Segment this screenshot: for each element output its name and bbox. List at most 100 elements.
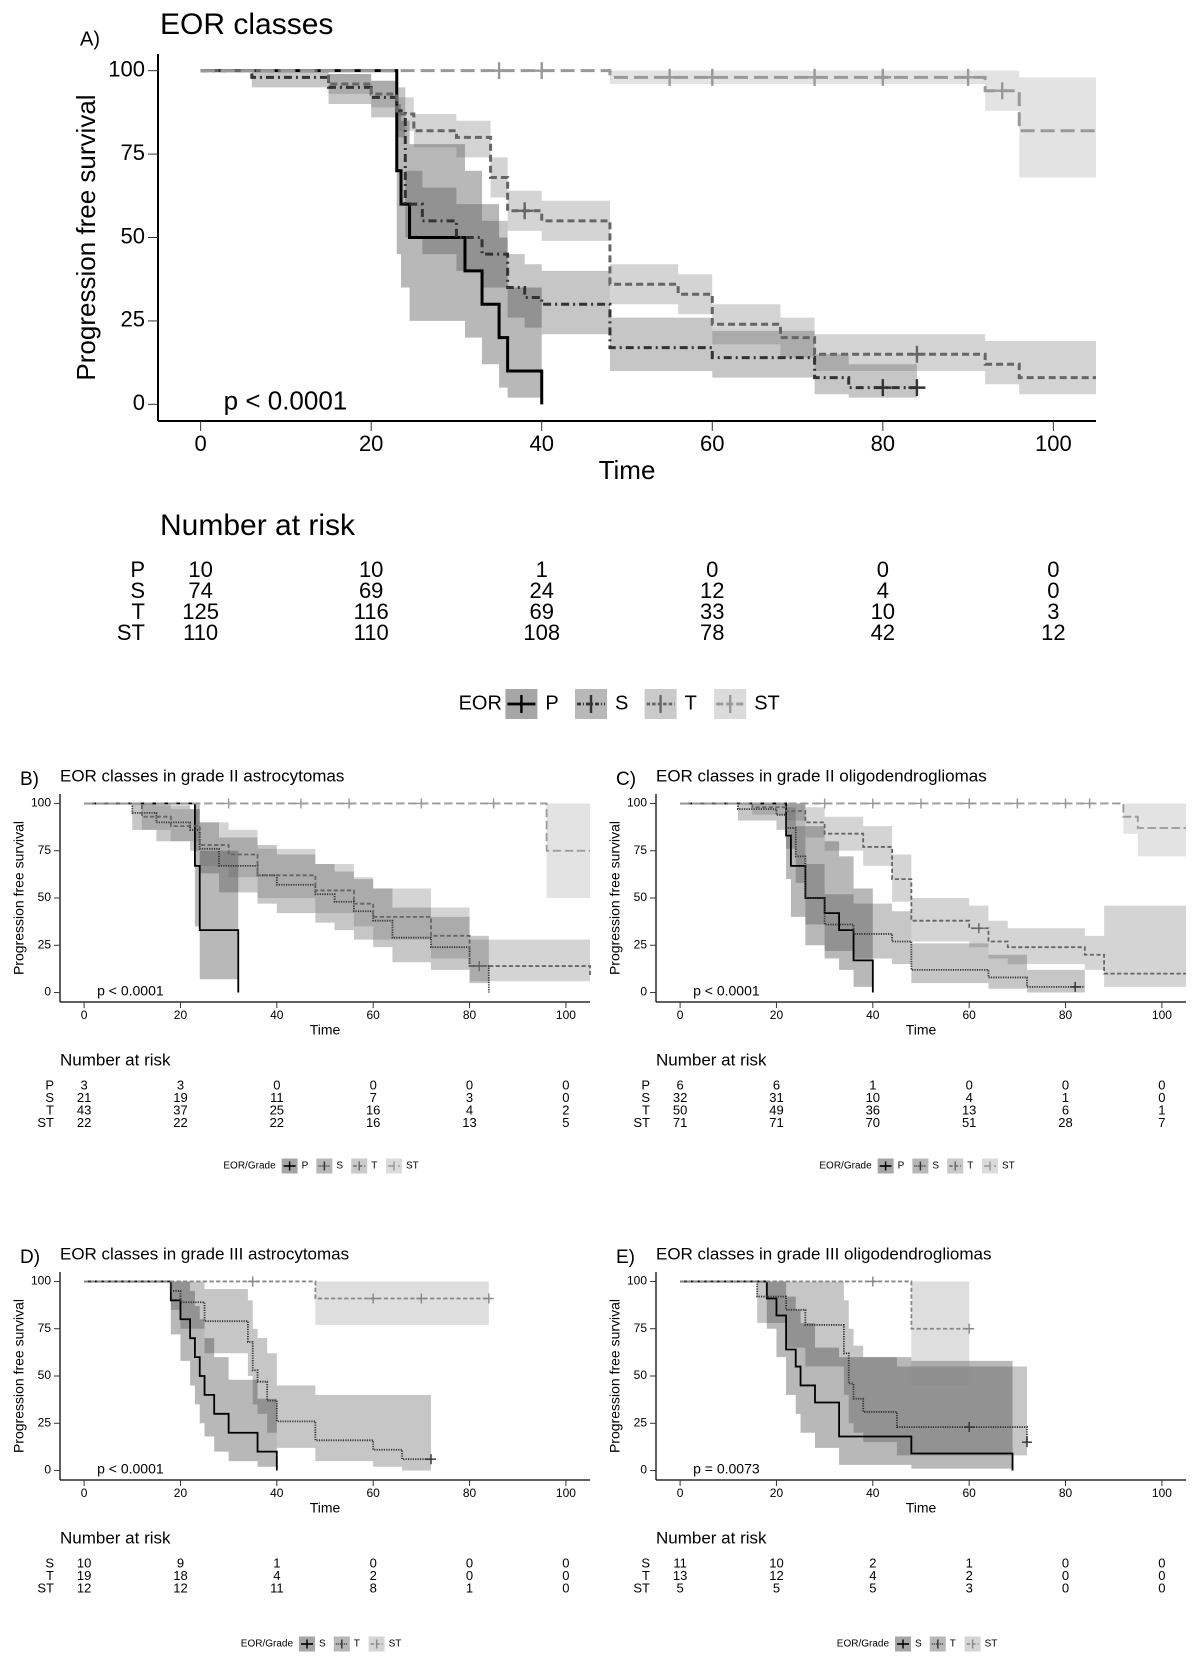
survival-curve [680, 1280, 1014, 1471]
risk-count: 10 [769, 1555, 783, 1570]
x-tick-label: 40 [270, 1008, 284, 1022]
risk-count: 5 [869, 1580, 876, 1595]
x-axis-label: Time [599, 455, 656, 485]
risk-count: 51 [962, 1115, 976, 1130]
risk-count: 3 [966, 1580, 973, 1595]
censor-mark [1084, 798, 1095, 809]
confidence-band [84, 1281, 431, 1471]
confidence-band [680, 803, 873, 993]
y-tick-label: 0 [44, 985, 51, 999]
y-tick-label: 25 [634, 937, 648, 951]
risk-count: 10 [871, 599, 895, 624]
x-tick-label: 20 [174, 1008, 188, 1022]
y-tick-label: 50 [634, 890, 648, 904]
legend-label: T [354, 1639, 360, 1650]
confidence-band [200, 70, 917, 398]
censor-mark [973, 923, 984, 934]
risk-count: 70 [866, 1115, 880, 1130]
censor-mark [661, 68, 679, 86]
legend-title: EOR/Grade [223, 1161, 276, 1172]
risk-count: 18 [173, 1568, 187, 1583]
confidence-band [200, 70, 1097, 178]
y-tick-label: 0 [44, 1463, 51, 1477]
risk-row-label: S [45, 1090, 54, 1105]
risk-count: 0 [466, 1555, 473, 1570]
risk-count: 25 [270, 1102, 284, 1117]
risk-count: 3 [80, 1077, 87, 1092]
x-tick-label: 20 [174, 1486, 188, 1500]
legend-label: ST [389, 1639, 402, 1650]
risk-count: 36 [866, 1102, 880, 1117]
legend-label: S [615, 692, 628, 714]
survival-curve [200, 69, 544, 405]
risk-count: 0 [1158, 1568, 1165, 1583]
risk-count: 6 [676, 1077, 683, 1092]
risk-count: 71 [673, 1115, 687, 1130]
legend-label: ST [1002, 1161, 1015, 1172]
risk-count: 11 [270, 1580, 284, 1595]
risk-count: 12 [77, 1580, 91, 1595]
risk-count: 0 [1062, 1568, 1069, 1583]
risk-count: 0 [273, 1077, 280, 1092]
risk-count: 1 [869, 1077, 876, 1092]
censor-mark [1060, 798, 1071, 809]
risk-row-label: S [45, 1555, 54, 1570]
panel-label: A) [80, 28, 100, 50]
censor-mark [867, 798, 878, 809]
risk-count: 28 [1058, 1115, 1072, 1130]
chart-title: EOR classes [160, 8, 333, 41]
legend-label: ST [985, 1639, 998, 1650]
panel-label: C) [616, 769, 636, 790]
legend-label: P [898, 1161, 905, 1172]
survival-curve [84, 1280, 431, 1461]
censor-mark [1070, 981, 1081, 992]
risk-row-label: ST [37, 1115, 54, 1130]
risk-count: 125 [182, 599, 219, 624]
risk-row-label: T [46, 1568, 54, 1583]
censor-mark [223, 798, 234, 809]
legend-label: T [685, 692, 697, 714]
risk-count: 13 [462, 1115, 476, 1130]
chart-title: EOR classes in grade II astrocytomas [60, 766, 344, 785]
x-tick-label: 60 [700, 431, 724, 456]
risk-count: 32 [673, 1090, 687, 1105]
panel: E) EOR classes in grade III oligodendrogl… [607, 1244, 1186, 1652]
risk-count: 4 [966, 1090, 973, 1105]
panel-label: D) [20, 1247, 40, 1268]
y-axis-label: Progression free survival [11, 821, 27, 975]
risk-count: 12 [700, 578, 724, 603]
censor-mark [295, 798, 306, 809]
risk-count: 0 [1047, 557, 1059, 582]
risk-count: 108 [523, 620, 560, 645]
y-tick-label: 50 [38, 890, 52, 904]
censor-mark [533, 62, 551, 80]
censor-mark [964, 798, 975, 809]
censor-mark [1012, 798, 1023, 809]
risk-count: 0 [1047, 578, 1059, 603]
y-tick-label: 25 [121, 307, 145, 332]
y-tick-label: 100 [627, 796, 647, 810]
legend-label: S [932, 1161, 939, 1172]
y-tick-label: 100 [627, 1274, 647, 1288]
confidence-band [84, 803, 590, 989]
panel: B) EOR classes in grade II astrocytomas02… [11, 766, 591, 1174]
risk-count: 2 [370, 1568, 377, 1583]
x-tick-label: 100 [556, 1008, 576, 1022]
risk-count: 0 [1062, 1555, 1069, 1570]
survival-curve [200, 69, 1096, 380]
risk-count: 7 [370, 1090, 377, 1105]
risk-count: 12 [173, 1580, 187, 1595]
censor-mark [516, 202, 534, 220]
legend-title: EOR [459, 692, 502, 714]
survival-curve [84, 1280, 278, 1471]
confidence-band [200, 70, 542, 405]
x-tick-label: 60 [367, 1486, 381, 1500]
y-tick-label: 25 [38, 937, 52, 951]
x-tick-label: 40 [529, 431, 553, 456]
risk-row-label: P [130, 557, 145, 582]
risk-count: 110 [354, 620, 389, 645]
risk-row-label: ST [633, 1580, 650, 1595]
risk-row-label: S [641, 1555, 650, 1570]
risk-row-label: S [130, 578, 145, 603]
x-tick-label: 80 [1059, 1008, 1073, 1022]
